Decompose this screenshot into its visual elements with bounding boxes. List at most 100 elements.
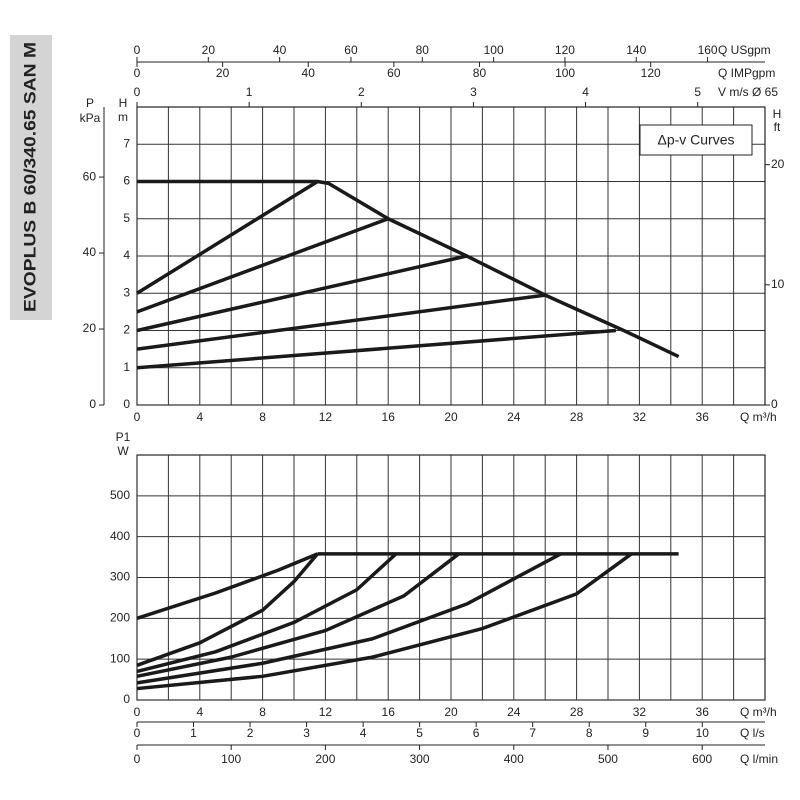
tick-label: 0 bbox=[89, 397, 96, 411]
annotation-box bbox=[639, 124, 753, 156]
curve bbox=[136, 328, 616, 370]
y-tick-label: 7 bbox=[123, 136, 130, 150]
y-axis-label: H bbox=[119, 96, 128, 110]
y-tick-label: 500 bbox=[110, 488, 130, 502]
tick-label: 1 bbox=[190, 726, 197, 740]
tick-label: 6 bbox=[473, 726, 480, 740]
tick-label: 0 bbox=[134, 752, 141, 766]
y-tick-label: 2 bbox=[123, 323, 130, 337]
curve bbox=[136, 180, 319, 295]
curve bbox=[136, 217, 389, 314]
x-tick-label: 16 bbox=[382, 705, 396, 719]
tick-label: 200 bbox=[315, 752, 335, 766]
tick-label: 60 bbox=[344, 43, 358, 57]
curve bbox=[136, 552, 319, 667]
axis-label: Q l/min bbox=[740, 752, 778, 766]
y-axis-unit: m bbox=[118, 110, 128, 124]
x-tick-label: 28 bbox=[570, 410, 584, 424]
y-tick-label: 1 bbox=[123, 360, 130, 374]
x-tick-label: 0 bbox=[134, 410, 141, 424]
x-tick-label: 8 bbox=[259, 705, 266, 719]
tick-label: 9 bbox=[642, 726, 649, 740]
tick-label: 3 bbox=[470, 85, 477, 99]
axis-label: Q USgpm bbox=[718, 43, 771, 57]
y-tick-label: 4 bbox=[123, 248, 130, 262]
x-tick-label: 8 bbox=[259, 410, 266, 424]
y-axis-label: P1 bbox=[116, 430, 131, 444]
annotation: Δp-v Curves bbox=[657, 132, 734, 148]
tick-label: 20 bbox=[771, 157, 785, 171]
tick-label: 100 bbox=[484, 43, 504, 57]
y-tick-label: 300 bbox=[110, 570, 130, 584]
tick-label: 160 bbox=[698, 43, 718, 57]
y-tick-label: 0 bbox=[123, 692, 130, 706]
tick-label: 0 bbox=[134, 85, 141, 99]
tick-label: 4 bbox=[360, 726, 367, 740]
x-tick-label: 4 bbox=[196, 410, 203, 424]
curve bbox=[136, 293, 546, 351]
axis-label: Q l/s bbox=[740, 726, 765, 740]
x-tick-label: 36 bbox=[696, 410, 710, 424]
x-tick-label: 28 bbox=[570, 705, 584, 719]
x-tick-label: 32 bbox=[633, 705, 647, 719]
x-tick-label: 12 bbox=[319, 410, 333, 424]
tick-label: 40 bbox=[302, 66, 316, 80]
tick-label: 500 bbox=[598, 752, 618, 766]
x-tick-label: 16 bbox=[382, 410, 396, 424]
tick-label: 20 bbox=[216, 66, 230, 80]
y-tick-label: 400 bbox=[110, 529, 130, 543]
tick-label: 80 bbox=[416, 43, 430, 57]
x-tick-label: 24 bbox=[507, 410, 521, 424]
curve bbox=[136, 552, 562, 685]
curve bbox=[137, 179, 680, 359]
x-tick-label: 4 bbox=[196, 705, 203, 719]
x-axis-label: Q m³/h bbox=[740, 410, 777, 424]
tick-label: 8 bbox=[586, 726, 593, 740]
tick-label: 0 bbox=[134, 43, 141, 57]
x-tick-label: 32 bbox=[633, 410, 647, 424]
tick-label: 100 bbox=[555, 66, 575, 80]
y-tick-label: 6 bbox=[123, 174, 130, 188]
x-tick-label: 20 bbox=[444, 705, 458, 719]
tick-label: 10 bbox=[771, 277, 785, 291]
tick-label: 40 bbox=[83, 245, 97, 259]
curve bbox=[136, 552, 398, 674]
y-tick-label: 200 bbox=[110, 611, 130, 625]
curve bbox=[136, 552, 319, 620]
sidebar bbox=[10, 35, 52, 320]
tick-label: 60 bbox=[83, 169, 97, 183]
tick-label: 5 bbox=[416, 726, 423, 740]
y-tick-label: 100 bbox=[110, 651, 130, 665]
tick-label: 4 bbox=[582, 85, 589, 99]
tick-label: 10 bbox=[696, 726, 710, 740]
tick-label: 120 bbox=[641, 66, 661, 80]
tick-label: 5 bbox=[694, 85, 701, 99]
x-axis-label: Q m³/h bbox=[740, 705, 777, 719]
y-axis-unit: W bbox=[117, 444, 129, 458]
product-title: EVOPLUS B 60/340.65 SAN M bbox=[20, 42, 39, 312]
axis-unit: kPa bbox=[80, 111, 101, 125]
tick-label: 1 bbox=[246, 85, 253, 99]
tick-label: 0 bbox=[134, 66, 141, 80]
tick-label: 120 bbox=[555, 43, 575, 57]
tick-label: 100 bbox=[221, 752, 241, 766]
tick-label: 2 bbox=[247, 726, 254, 740]
x-tick-label: 0 bbox=[134, 705, 141, 719]
x-tick-label: 24 bbox=[507, 705, 521, 719]
tick-label: 400 bbox=[504, 752, 524, 766]
axis-label: Q IMPgpm bbox=[718, 66, 775, 80]
axis-label: H bbox=[773, 107, 782, 121]
y-tick-label: 3 bbox=[123, 285, 130, 299]
x-tick-label: 20 bbox=[444, 410, 458, 424]
tick-label: 600 bbox=[692, 752, 712, 766]
tick-label: 0 bbox=[771, 397, 778, 411]
x-tick-label: 36 bbox=[696, 705, 710, 719]
tick-label: 2 bbox=[358, 85, 365, 99]
tick-label: 7 bbox=[529, 726, 536, 740]
tick-label: 20 bbox=[83, 321, 97, 335]
tick-label: 140 bbox=[626, 43, 646, 57]
tick-label: 0 bbox=[134, 726, 141, 740]
axis-unit: ft bbox=[774, 120, 781, 134]
curve bbox=[136, 552, 460, 679]
